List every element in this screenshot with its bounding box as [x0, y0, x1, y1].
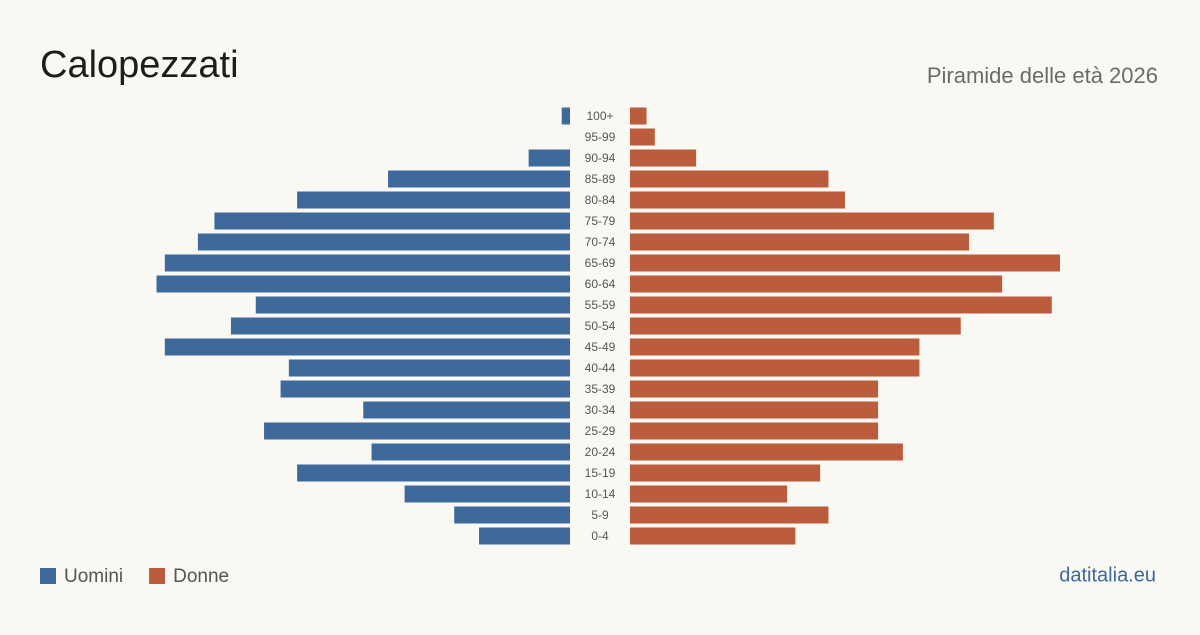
legend-swatch	[149, 568, 166, 584]
bar	[630, 212, 994, 230]
bar	[630, 128, 655, 146]
bar	[630, 401, 879, 419]
bar	[630, 254, 1060, 272]
age-label: 20-24	[585, 445, 616, 459]
age-label: 80-84	[585, 193, 616, 207]
bar	[630, 296, 1052, 314]
bar	[214, 212, 570, 230]
bar	[630, 485, 788, 503]
bar	[630, 191, 845, 209]
bar	[288, 359, 570, 377]
bar	[280, 380, 570, 398]
bar	[297, 464, 570, 482]
bar	[630, 527, 796, 545]
bar	[164, 338, 571, 356]
bar	[630, 338, 920, 356]
age-label: 35-39	[585, 382, 616, 396]
bar	[230, 317, 570, 335]
age-label: 95-99	[585, 130, 616, 144]
age-label: 60-64	[585, 277, 616, 291]
bar	[197, 233, 570, 251]
bar	[630, 359, 920, 377]
age-label: 0-4	[591, 529, 609, 543]
bar	[264, 422, 570, 440]
bar	[255, 296, 570, 314]
bar	[156, 275, 571, 293]
bar	[630, 506, 829, 524]
age-label: 10-14	[585, 487, 616, 501]
age-label: 55-59	[585, 298, 616, 312]
bar	[164, 254, 571, 272]
age-label: 50-54	[585, 319, 616, 333]
bar	[630, 464, 821, 482]
age-label: 75-79	[585, 214, 616, 228]
bar	[371, 443, 570, 461]
bar	[630, 149, 697, 167]
legend-label: Uomini	[64, 566, 123, 587]
age-label: 65-69	[585, 256, 616, 270]
plot: 100+ 95-99 90-94 85-89 80-84 75-79 70-74 65-69 6…	[156, 107, 1060, 545]
legend-swatch	[40, 568, 56, 584]
age-label: 15-19	[585, 466, 616, 480]
bar	[630, 422, 879, 440]
legend: Uomini Donne	[40, 566, 229, 587]
age-label: 45-49	[585, 340, 616, 354]
bar	[297, 191, 570, 209]
bar	[630, 107, 647, 125]
age-label: 25-29	[585, 424, 616, 438]
age-label: 85-89	[585, 172, 616, 186]
legend-label: Donne	[173, 566, 229, 587]
bar	[479, 527, 570, 545]
bar	[404, 485, 570, 503]
age-label: 5-9	[591, 508, 609, 522]
bar	[528, 149, 570, 167]
chart-title: Calopezzati	[40, 44, 239, 86]
bar	[388, 170, 570, 188]
bar	[630, 275, 1003, 293]
bar	[630, 443, 903, 461]
bar	[454, 506, 570, 524]
bar	[630, 317, 961, 335]
bar	[363, 401, 570, 419]
age-label: 40-44	[585, 361, 616, 375]
bar	[630, 233, 970, 251]
age-label: 90-94	[585, 151, 616, 165]
chart-subtitle: Piramide delle età 2026	[927, 63, 1158, 88]
bar	[561, 107, 570, 125]
age-label: 30-34	[585, 403, 616, 417]
age-label: 70-74	[585, 235, 616, 249]
source: datitalia.eu	[1059, 564, 1156, 586]
age-label: 100+	[586, 109, 613, 123]
bar	[630, 380, 879, 398]
bar	[630, 170, 829, 188]
